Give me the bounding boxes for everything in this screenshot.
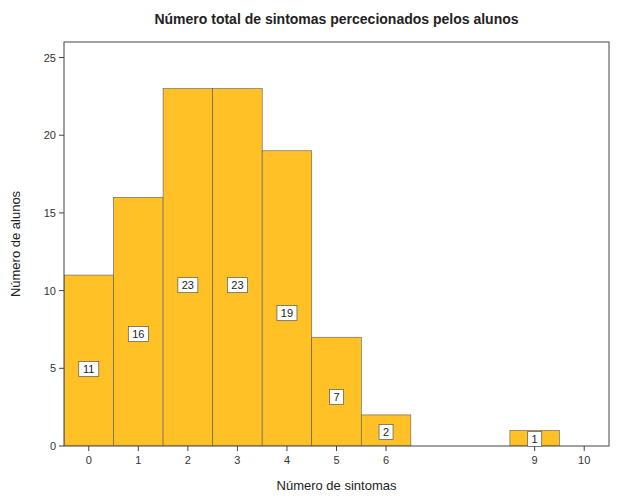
x-tick bbox=[386, 446, 387, 451]
x-tick-label: 3 bbox=[234, 454, 240, 466]
data-label: 16 bbox=[132, 328, 144, 340]
x-tick bbox=[336, 446, 337, 451]
y-tick bbox=[59, 57, 64, 58]
plot-frame bbox=[64, 42, 609, 446]
x-tick-label: 0 bbox=[86, 454, 92, 466]
y-tick-label: 5 bbox=[50, 362, 56, 374]
x-tick bbox=[534, 446, 535, 451]
y-tick-label: 20 bbox=[44, 129, 56, 141]
bar bbox=[361, 415, 411, 446]
background bbox=[0, 0, 629, 504]
data-label-group: 19 bbox=[277, 306, 297, 321]
data-label-box bbox=[79, 362, 99, 377]
y-tick bbox=[59, 446, 64, 447]
data-label-group: 11 bbox=[79, 362, 99, 377]
data-label-box bbox=[528, 432, 542, 447]
data-label-group: 7 bbox=[330, 390, 344, 405]
data-label-box bbox=[227, 278, 247, 293]
bar bbox=[312, 337, 362, 446]
y-tick bbox=[59, 368, 64, 369]
data-label: 23 bbox=[231, 279, 243, 291]
y-axis-label: Número de alunos bbox=[8, 190, 23, 297]
y-tick-label: 25 bbox=[44, 52, 56, 64]
bar bbox=[163, 89, 213, 446]
data-label: 23 bbox=[182, 279, 194, 291]
bar bbox=[510, 430, 560, 446]
data-label: 1 bbox=[532, 433, 538, 445]
bars bbox=[64, 89, 559, 446]
data-label: 11 bbox=[83, 363, 94, 375]
data-label-group: 1 bbox=[528, 432, 542, 447]
data-label-box bbox=[178, 278, 198, 293]
x-tick-label: 10 bbox=[578, 454, 590, 466]
x-tick bbox=[237, 446, 238, 451]
y-tick-label: 10 bbox=[44, 285, 56, 297]
x-tick-label: 1 bbox=[135, 454, 141, 466]
x-tick-label: 2 bbox=[185, 454, 191, 466]
bar bbox=[64, 275, 114, 446]
data-label-group: 16 bbox=[128, 327, 148, 342]
data-label: 19 bbox=[281, 307, 293, 319]
x-tick bbox=[88, 446, 89, 451]
y-tick bbox=[59, 290, 64, 291]
data-label-box bbox=[379, 425, 393, 440]
x-tick bbox=[187, 446, 188, 451]
data-label-group: 23 bbox=[227, 278, 247, 293]
bar bbox=[213, 89, 263, 446]
chart: 111623231972101234569100510152025Número … bbox=[0, 0, 629, 504]
y-tick-label: 15 bbox=[44, 207, 56, 219]
x-tick bbox=[286, 446, 287, 451]
x-tick bbox=[138, 446, 139, 451]
data-label-group: 2 bbox=[379, 425, 393, 440]
data-label-box bbox=[128, 327, 148, 342]
data-label: 7 bbox=[333, 391, 339, 403]
data-label-group: 23 bbox=[178, 278, 198, 293]
x-tick-label: 9 bbox=[532, 454, 538, 466]
x-tick-label: 4 bbox=[284, 454, 290, 466]
title: Número total de sintomas percecionados p… bbox=[154, 11, 518, 27]
x-tick-label: 5 bbox=[333, 454, 339, 466]
bar bbox=[114, 197, 164, 446]
y-tick-label: 0 bbox=[50, 440, 56, 452]
x-axis-label: Número de sintomas bbox=[277, 478, 397, 493]
y-tick bbox=[59, 212, 64, 213]
y-tick bbox=[59, 135, 64, 136]
data-label-box bbox=[277, 306, 297, 321]
x-tick-label: 6 bbox=[383, 454, 389, 466]
data-label-box bbox=[330, 390, 344, 405]
x-tick bbox=[584, 446, 585, 451]
bar bbox=[262, 151, 312, 446]
data-label: 2 bbox=[383, 426, 389, 438]
